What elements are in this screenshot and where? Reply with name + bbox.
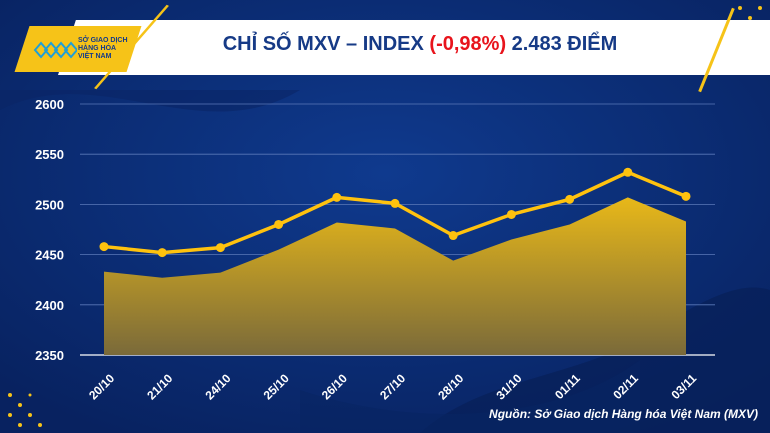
title-change: (-0,98%) xyxy=(429,33,507,55)
x-tick-label: 20/10 xyxy=(86,371,117,402)
x-tick-label: 03/11 xyxy=(669,371,700,402)
y-tick-label: 2350 xyxy=(35,348,64,363)
logo-line: VIỆT NAM xyxy=(78,53,112,60)
area-series xyxy=(104,197,686,355)
y-tick-label: 2450 xyxy=(35,248,64,263)
title-prefix: CHỈ SỐ MXV – INDEX xyxy=(222,33,430,55)
x-tick-label: 25/10 xyxy=(261,371,292,402)
data-point xyxy=(448,231,458,241)
logo-text: SỞ GIAO DỊCH HÀNG HÓA VIỆT NAM xyxy=(78,37,138,61)
data-point xyxy=(99,242,109,252)
chart-title: CHỈ SỐ MXV – INDEX (-0,98%) 2.483 ĐIỂM xyxy=(160,33,680,56)
data-point xyxy=(332,192,342,202)
x-tick-label: 26/10 xyxy=(319,371,350,402)
y-tick-label: 2600 xyxy=(35,97,64,112)
data-point xyxy=(215,243,225,253)
logo-line: SỞ GIAO DỊCH xyxy=(78,37,128,44)
x-tick-label: 28/10 xyxy=(435,371,466,402)
y-tick-label: 2500 xyxy=(35,197,64,212)
logo-line: HÀNG HÓA xyxy=(78,45,117,52)
y-tick-label: 2550 xyxy=(35,147,64,162)
logo-mark-icon xyxy=(33,41,77,59)
x-tick-label: 01/11 xyxy=(552,371,583,402)
data-point xyxy=(390,198,400,208)
title-value: 2.483 ĐIỂM xyxy=(506,33,618,55)
x-tick-label: 24/10 xyxy=(202,371,233,402)
x-tick-label: 27/10 xyxy=(377,371,408,402)
x-tick-label: 02/11 xyxy=(610,371,641,402)
data-point xyxy=(157,248,167,258)
data-point xyxy=(623,167,633,177)
x-tick-label: 31/10 xyxy=(493,371,524,402)
data-point xyxy=(565,194,575,204)
data-point xyxy=(506,209,516,219)
x-tick-label: 21/10 xyxy=(144,371,175,402)
data-point xyxy=(681,191,691,201)
data-point xyxy=(274,219,284,229)
source-note: Nguồn: Sở Giao dịch Hàng hóa Việt Nam (M… xyxy=(489,407,758,421)
y-tick-label: 2400 xyxy=(35,298,64,313)
